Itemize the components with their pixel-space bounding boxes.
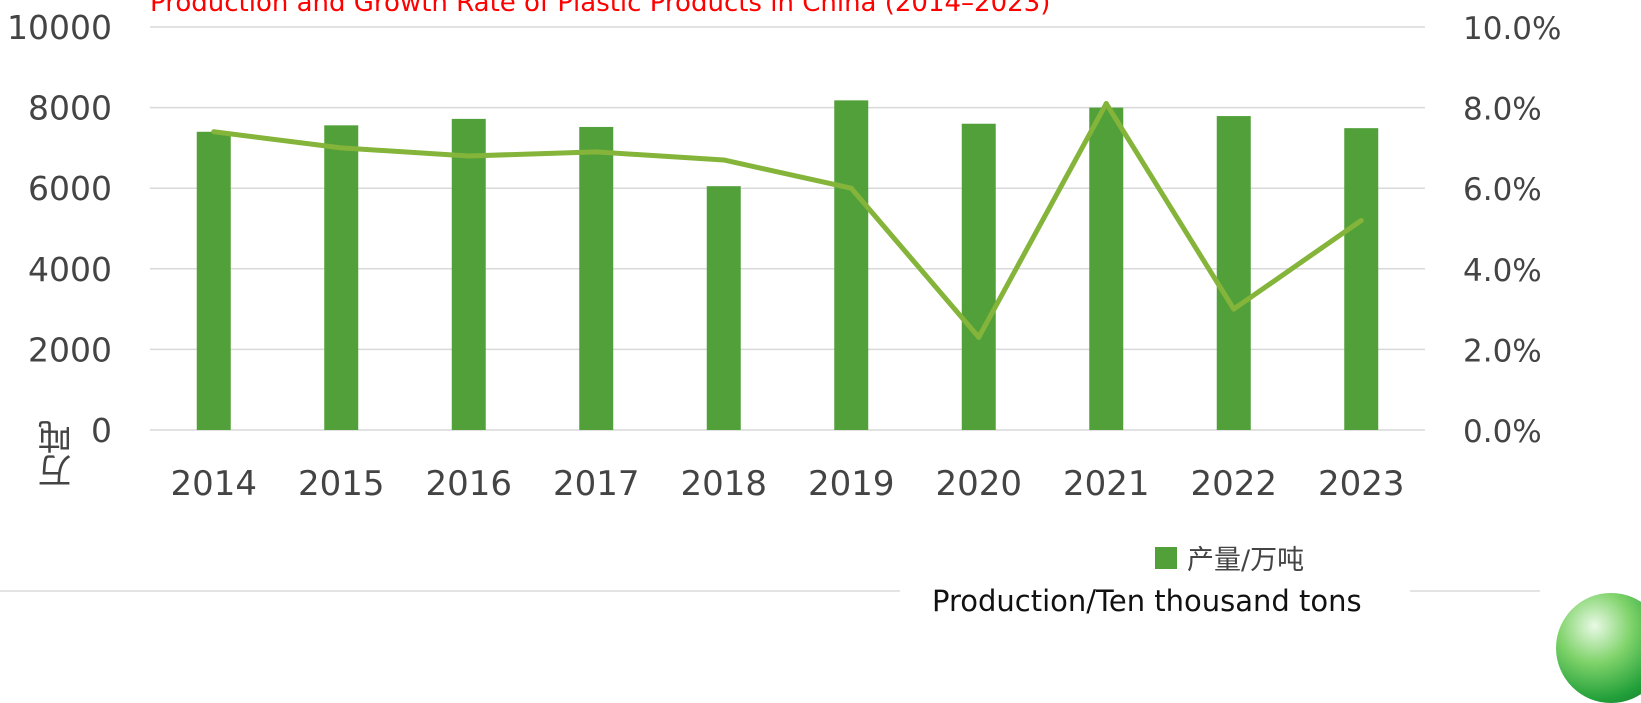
growth-rate-point [338,145,344,151]
x-tick-label: 2021 [1063,464,1150,504]
y-tick-label: 10000 [7,8,112,47]
y-tick-label: 8000 [28,89,112,128]
y-tick-label: 4000 [28,250,112,289]
chart: 0 2000 4000 6000 8000 10000 0.0% 2.0% 4.0% 6.0% 8.… [7,8,1561,504]
bar [324,125,359,430]
chart-title: Production and Growth Rate of Plastic Pr… [150,0,1051,18]
y-axis-label: 万吨 [38,420,78,488]
growth-rate-point [1358,217,1364,223]
y2-tick-label: 0.0% [1463,414,1542,450]
growth-rate-point [976,334,982,340]
x-tick-label: 2019 [808,464,895,504]
bar [834,100,869,430]
y2-tick-label: 6.0% [1463,172,1542,208]
x-tick-label: 2015 [298,464,385,504]
y2-tick-label: 10.0% [1463,11,1561,47]
bar [579,126,614,430]
bar [1089,107,1124,430]
growth-rate-point [848,185,854,191]
x-tick-label: 2022 [1190,464,1277,504]
bar [706,186,741,430]
growth-rate-point [1231,306,1237,312]
bar [1344,128,1379,430]
growth-rate-point [211,129,217,135]
bar [451,118,486,430]
growth-rate-point [466,153,472,159]
x-tick-label: 2017 [553,464,640,504]
growth-rate-point [1103,101,1109,107]
legend-label-english: Production/Ten thousand tons [932,584,1362,618]
divider-right [1410,590,1540,592]
y2-tick-label: 2.0% [1463,333,1542,369]
growth-rate-point [721,157,727,163]
bar [961,123,996,430]
x-tick-label: 2016 [425,464,512,504]
bar [1216,116,1251,431]
x-tick-label: 2020 [935,464,1022,504]
bar [196,131,231,430]
y2-tick-label: 8.0% [1463,92,1542,128]
y2-tick-label: 4.0% [1463,253,1542,289]
y-tick-label: 6000 [28,169,112,208]
growth-rate-point [593,149,599,155]
x-tick-label: 2018 [680,464,767,504]
divider-left [0,590,900,592]
x-tick-label: 2014 [170,464,257,504]
legend-label: 产量/万吨 [1187,545,1305,576]
y-tick-label: 0 [91,411,112,450]
legend: 产量/万吨 [1155,538,1304,577]
legend-swatch [1155,546,1177,569]
x-tick-label: 2023 [1318,464,1405,504]
y-tick-label: 2000 [28,330,112,369]
growth-rate-line [213,101,1363,340]
